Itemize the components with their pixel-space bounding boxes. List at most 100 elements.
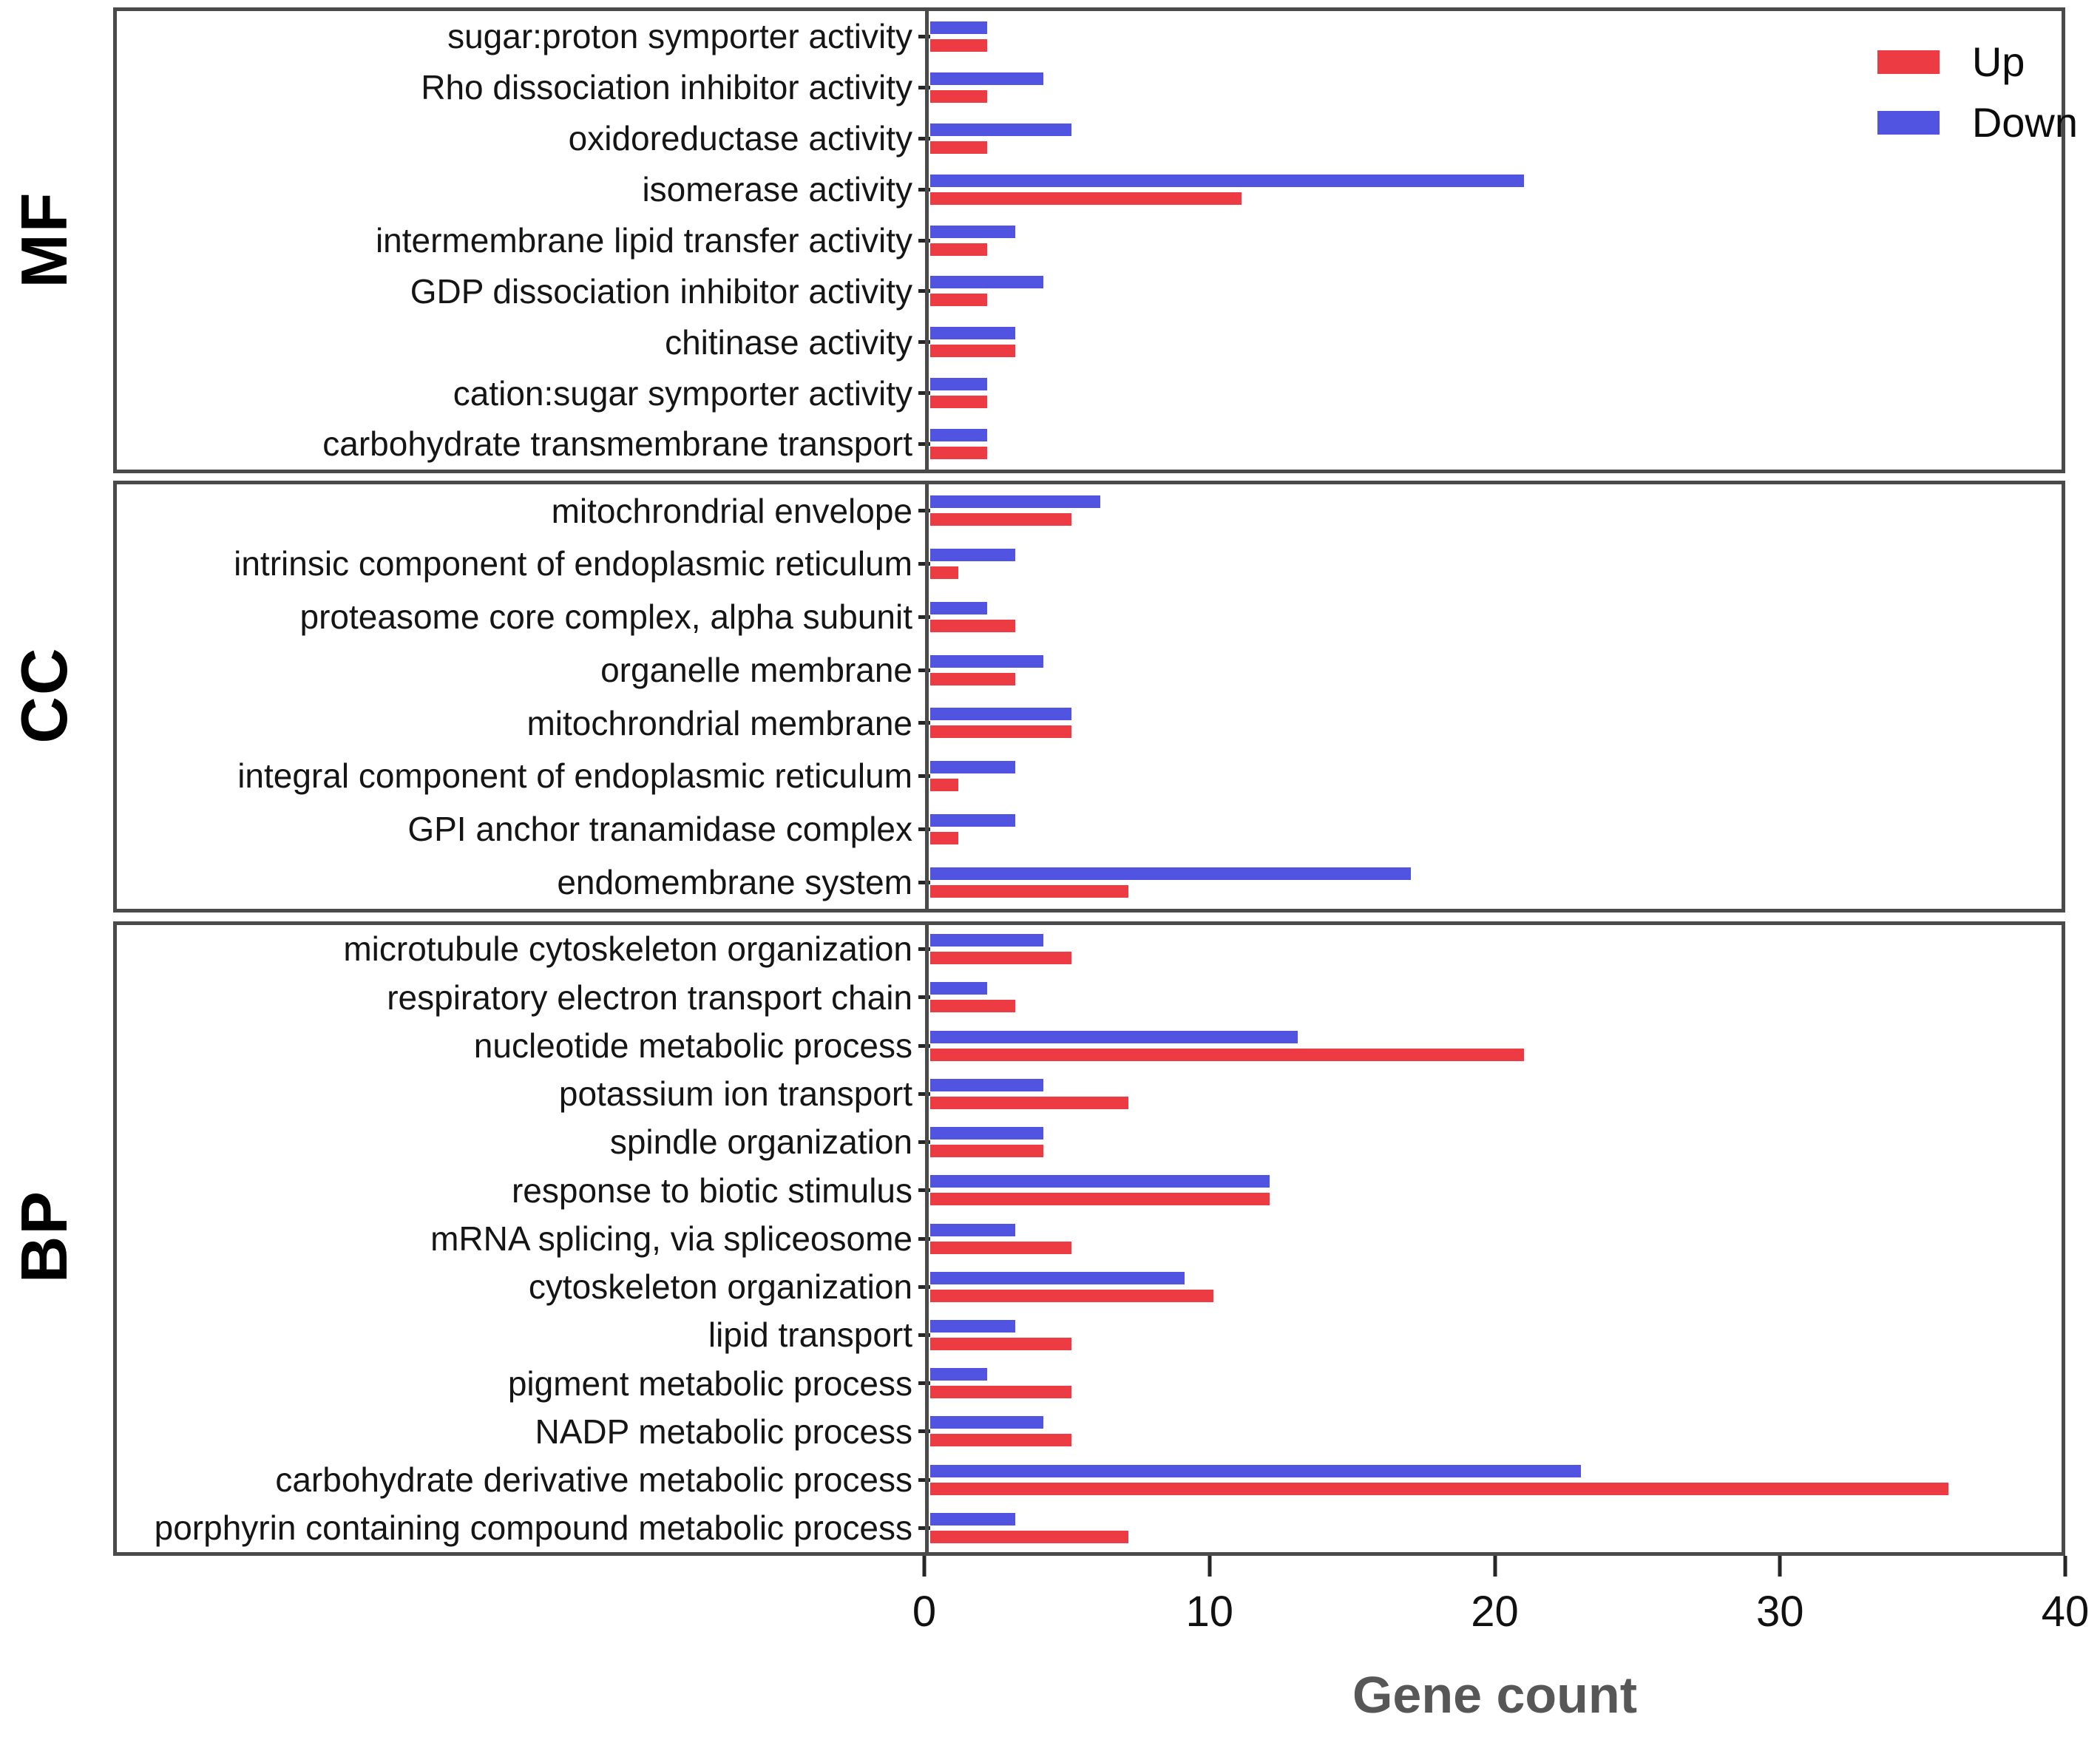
category-row: GPI anchor tranamidase complex [117, 803, 2062, 856]
down-bar [930, 934, 1043, 947]
category-label: GPI anchor tranamidase complex [407, 810, 912, 849]
category-tick-mark [918, 1043, 930, 1048]
panel-cc: mitochrondrial envelope intrinsic compone… [113, 481, 2065, 912]
category-label: GDP dissociation inhibitor activity [410, 271, 912, 311]
down-bar [930, 276, 1043, 289]
down-bar [930, 1175, 1270, 1188]
down-bar [930, 601, 987, 614]
category-tick-mark [918, 774, 930, 779]
category-label: proteasome core complex, alpha subunit [299, 597, 912, 637]
down-bar [930, 72, 1043, 85]
category-row: cation:sugar symporter activity [117, 368, 2062, 419]
category-label: spindle organization [609, 1123, 912, 1162]
category-row: nucleotide metabolic process [117, 1021, 2062, 1069]
down-bar [930, 867, 1412, 880]
category-row: mitochrondrial membrane [117, 697, 2062, 750]
category-tick-mark [918, 85, 930, 89]
down-bar [930, 1319, 1015, 1333]
up-bar [930, 513, 1072, 526]
bar-pair [930, 495, 2062, 526]
up-bar [930, 89, 987, 103]
up-bar [930, 1145, 1043, 1158]
category-label: lipid transport [708, 1316, 912, 1355]
bar-pair [930, 1416, 2062, 1447]
up-bar [930, 38, 987, 52]
category-row: integral component of endoplasmic reticu… [117, 750, 2062, 803]
down-bar [930, 1416, 1043, 1429]
down-bar [930, 1512, 1015, 1526]
up-bar [930, 1289, 1213, 1302]
category-tick-mark [918, 1091, 930, 1096]
facet-label-mf: MF [7, 191, 81, 288]
up-bar [930, 1048, 1525, 1061]
category-label: nucleotide metabolic process [473, 1026, 912, 1065]
category-tick-mark [918, 1429, 930, 1434]
category-label: mitochrondrial envelope [551, 491, 912, 530]
category-row: GDP dissociation inhibitor activity [117, 265, 2062, 316]
up-bar [930, 140, 987, 154]
down-bar [930, 1078, 1043, 1091]
bar-pair [930, 654, 2062, 685]
x-tick [922, 1556, 927, 1577]
bar-pair [930, 1078, 2062, 1109]
bar-pair [930, 1271, 2062, 1302]
down-bar [930, 761, 1015, 774]
category-tick-mark [918, 827, 930, 831]
bar-pair [930, 1223, 2062, 1254]
category-row: endomembrane system [117, 856, 2062, 909]
category-label: potassium ion transport [558, 1074, 912, 1114]
category-label: isomerase activity [642, 169, 912, 209]
up-bar [930, 725, 1072, 739]
up-bar [930, 1386, 1072, 1399]
down-bar [930, 1223, 1015, 1236]
x-axis-title: Gene count [1352, 1666, 1638, 1724]
category-tick-mark [918, 1333, 930, 1337]
category-tick-mark [918, 947, 930, 952]
up-bar [930, 672, 1015, 685]
category-row: porphyrin containing compound metabolic … [117, 1504, 2062, 1552]
category-tick-mark [918, 668, 930, 672]
down-bar [930, 378, 987, 391]
down-bar [930, 225, 1015, 238]
category-row: carbohydrate transmembrane transport [117, 419, 2062, 470]
x-tick [1208, 1556, 1212, 1577]
bar-pair [930, 21, 2062, 52]
category-tick-mark [918, 187, 930, 192]
up-bar [930, 1241, 1072, 1254]
category-row: oxidoreductase activity [117, 113, 2062, 164]
panel-mf: sugar:proton symporter activity Rho disso… [113, 7, 2065, 473]
bar-pair [930, 1464, 2062, 1495]
category-tick-mark [918, 1188, 930, 1193]
up-bar [930, 619, 1015, 632]
down-bar [930, 654, 1043, 668]
bar-pair [930, 708, 2062, 739]
bar-pair [930, 549, 2062, 580]
category-row: carbohydrate derivative metabolic proces… [117, 1456, 2062, 1504]
category-row: response to biotic stimulus [117, 1166, 2062, 1214]
x-tick [2063, 1556, 2067, 1577]
bar-pair [930, 429, 2062, 460]
category-tick-mark [918, 995, 930, 1000]
x-tick [1778, 1556, 1782, 1577]
category-row: intrinsic component of endoplasmic retic… [117, 538, 2062, 591]
down-bar [930, 429, 987, 442]
category-tick-mark [918, 1140, 930, 1145]
category-tick-mark [918, 34, 930, 38]
x-axis: 0 10 20 30 40 [912, 1556, 2089, 1682]
category-row: cytoskeleton organization [117, 1263, 2062, 1311]
bar-pair [930, 1030, 2062, 1061]
facet-label-cc: CC [7, 646, 81, 744]
category-tick-mark [918, 880, 930, 884]
panel-rows: microtubule cytoskeleton organization res… [117, 925, 2062, 1552]
bar-pair [930, 225, 2062, 256]
category-tick-mark [918, 721, 930, 725]
category-row: lipid transport [117, 1311, 2062, 1359]
category-label: intermembrane lipid transfer activity [375, 220, 912, 260]
category-label: carbohydrate derivative metabolic proces… [275, 1460, 912, 1500]
category-tick-mark [918, 509, 930, 513]
bar-pair [930, 327, 2062, 358]
legend-up-swatch [1877, 50, 1940, 74]
x-tick [1493, 1556, 1497, 1577]
up-bar [930, 831, 959, 844]
down-bar [930, 495, 1100, 509]
